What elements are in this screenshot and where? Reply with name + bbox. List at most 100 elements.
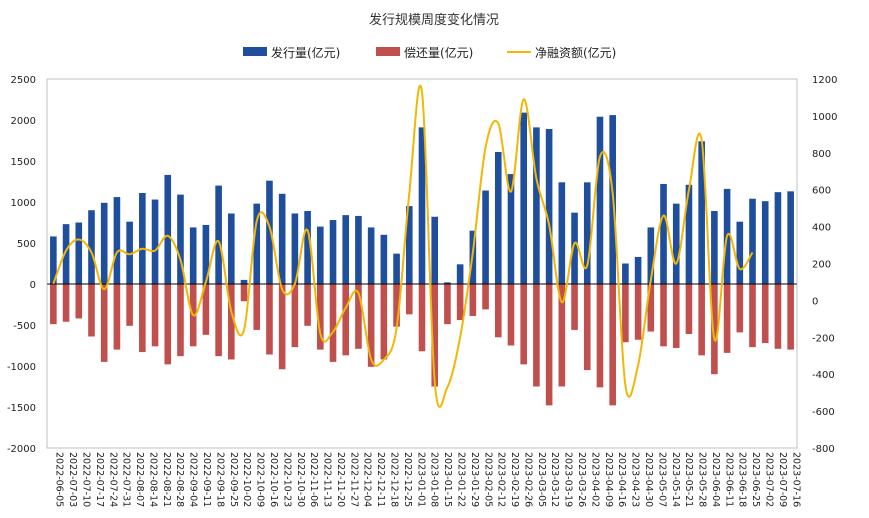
issue-bar <box>571 212 578 284</box>
repay-bar <box>215 284 222 357</box>
repay-bar <box>787 284 794 350</box>
issue-bar <box>367 227 375 284</box>
repay-bar <box>571 284 578 330</box>
legend-label: 偿还量(亿元) <box>404 45 473 60</box>
repay-bar <box>355 284 362 349</box>
right-tick-label: 1000 <box>812 112 837 123</box>
repay-bar <box>100 284 108 362</box>
x-tick-label: 2022-11-06 <box>308 452 319 507</box>
repay-bar <box>520 284 527 365</box>
repay-bar <box>494 284 502 338</box>
repay-bar <box>164 284 172 365</box>
issue-bar <box>100 202 108 284</box>
issue-bar <box>736 221 744 284</box>
issue-bar <box>660 183 667 284</box>
x-axis: 2022-06-05 2022-07-03 2022-07-10 2022-07-17… <box>54 452 802 507</box>
issue-bar <box>405 206 413 284</box>
repay-bar <box>278 284 286 370</box>
left-tick-label: 1000 <box>11 198 36 209</box>
repay-bar <box>367 284 375 367</box>
repay-bar <box>151 284 159 347</box>
x-tick-label: 2023-05-21 <box>683 452 694 507</box>
x-tick-label: 2022-11-27 <box>348 452 359 507</box>
repay-bar <box>698 284 705 356</box>
right-tick-label: 1200 <box>812 75 837 86</box>
issue-bar <box>189 227 197 284</box>
x-tick-label: 2023-04-02 <box>589 452 600 507</box>
left-tick-label: 2000 <box>11 116 36 127</box>
x-tick-label: 2022-12-11 <box>375 452 386 507</box>
issue-bar <box>685 184 693 284</box>
x-tick-label: 2023-06-18 <box>737 452 748 507</box>
repay-bar <box>672 284 680 348</box>
repay-bar <box>393 284 400 327</box>
x-tick-label: 2023-01-15 <box>442 452 453 507</box>
issue-bar <box>266 180 273 284</box>
issue-bar <box>418 127 426 284</box>
issue-bar <box>62 224 70 284</box>
x-tick-label: 2022-10-09 <box>255 452 266 507</box>
repay-bar <box>507 284 515 346</box>
x-tick-label: 2022-07-24 <box>107 452 118 507</box>
x-tick-label: 2023-04-09 <box>603 452 614 507</box>
left-tick-label: -1500 <box>7 403 36 414</box>
issue-bar <box>444 282 451 284</box>
issue-bar <box>291 213 299 284</box>
repay-bar <box>596 284 604 388</box>
right-tick-label: -600 <box>812 407 835 418</box>
left-tick-label: -2000 <box>7 444 36 455</box>
repay-bar <box>482 284 489 310</box>
plot-frame <box>46 78 798 449</box>
repay-bars <box>50 284 794 406</box>
issue-bar <box>50 236 57 284</box>
x-tick-label: 2023-07-09 <box>777 452 788 507</box>
issue-bar <box>533 127 540 284</box>
issue-bar <box>177 194 184 284</box>
repay-bar <box>583 284 591 371</box>
x-tick-label: 2022-09-18 <box>214 452 225 507</box>
x-tick-label: 2023-01-08 <box>429 452 440 507</box>
repay-bar <box>622 284 629 343</box>
left-tick-label: -1000 <box>7 362 36 373</box>
repay-bar <box>62 284 70 322</box>
issue-bar <box>698 141 705 284</box>
right-tick-label: 400 <box>812 223 831 234</box>
repay-bar <box>266 284 273 355</box>
repay-bar <box>418 284 426 352</box>
right-tick-label: 800 <box>812 149 831 160</box>
x-tick-label: 2022-10-23 <box>281 452 292 507</box>
issue-bar <box>215 185 222 284</box>
issue-bar <box>711 211 718 284</box>
x-tick-label: 2023-02-19 <box>509 452 520 507</box>
repay-bar <box>405 284 413 315</box>
x-tick-label: 2022-07-03 <box>67 452 78 507</box>
x-tick-label: 2022-08-28 <box>174 452 185 507</box>
repay-bar <box>749 284 756 348</box>
repay-bar <box>723 284 731 353</box>
right-tick-label: -800 <box>812 444 835 455</box>
repay-bar <box>329 284 337 362</box>
x-tick-label: 2023-06-04 <box>710 452 721 507</box>
repay-bar <box>126 284 133 326</box>
repay-bar <box>139 284 146 353</box>
x-tick-label: 2023-03-19 <box>563 452 574 507</box>
right-tick-label: -400 <box>812 370 835 381</box>
issue-bar <box>304 211 311 284</box>
x-tick-label: 2023-02-26 <box>522 452 533 507</box>
repay-bar <box>88 284 95 337</box>
issue-bar <box>507 174 515 284</box>
x-tick-label: 2023-04-23 <box>630 452 641 507</box>
issue-bar <box>228 213 235 284</box>
issue-bar <box>672 203 680 284</box>
x-tick-label: 2022-08-21 <box>161 452 172 507</box>
issue-bar <box>380 234 388 284</box>
repay-bar <box>240 284 248 302</box>
issue-bar <box>482 190 489 284</box>
repay-bar <box>291 284 299 348</box>
issue-bar <box>749 198 756 284</box>
repay-bar <box>113 284 121 350</box>
repay-bar <box>50 284 57 325</box>
issue-bar <box>278 193 286 284</box>
repay-bar <box>660 284 667 347</box>
issue-bar <box>151 199 159 284</box>
